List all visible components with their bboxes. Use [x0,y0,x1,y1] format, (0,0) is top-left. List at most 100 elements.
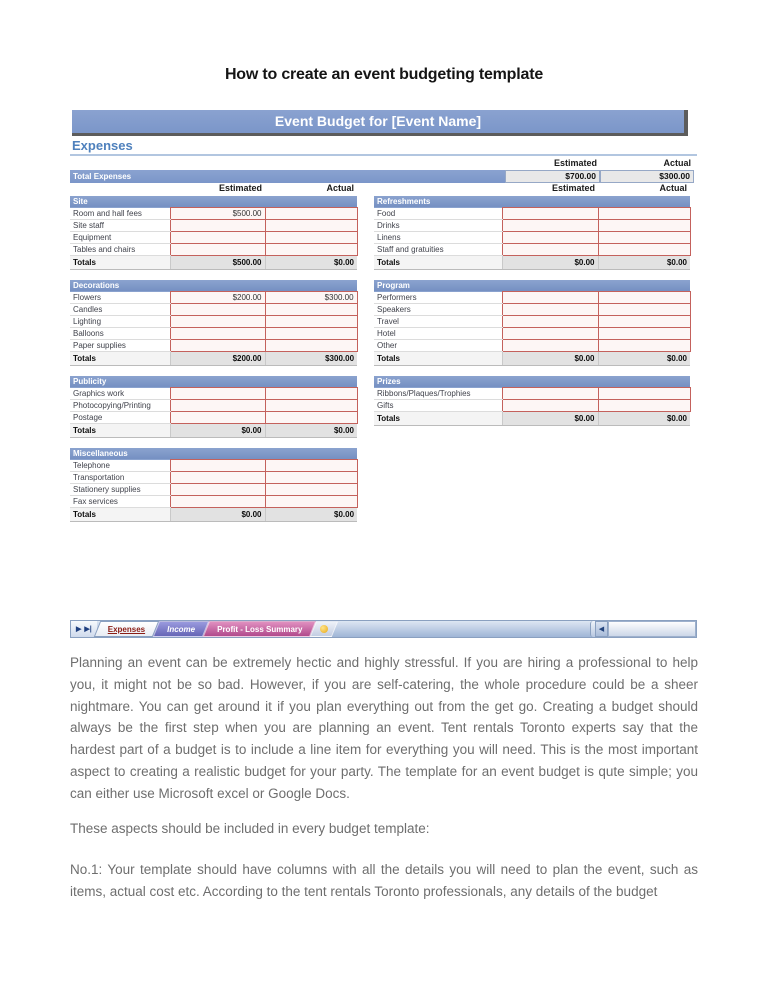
estimated-cell[interactable] [501,387,599,400]
totals-actual: $0.00 [264,507,358,522]
estimated-cell[interactable] [169,327,266,340]
actual-cell[interactable] [597,291,691,304]
table-row: Linens [374,231,691,244]
actual-cell[interactable] [264,219,358,232]
estimated-cell[interactable] [169,411,266,424]
tab-scroll-splitter[interactable] [590,621,595,637]
estimated-cell[interactable] [501,231,599,244]
actual-cell[interactable] [597,207,691,220]
actual-cell[interactable] [597,327,691,340]
row-label: Graphics work [70,387,170,400]
sheet-tab-profit-loss-summary[interactable]: Profit - Loss Summary [206,621,313,637]
estimated-cell[interactable] [501,339,599,352]
table-header-publicity: Publicity [70,376,358,388]
table-row: Ribbons/Plaques/Trophies [374,387,691,400]
sheet-nav-next-icon[interactable]: ▶ [76,626,82,633]
totals-estimated: $0.00 [501,255,598,270]
row-label: Fax services [70,495,170,508]
budget-table-refreshments: Refreshments Food Drinks Linens Staff [374,196,691,270]
estimated-cell[interactable] [169,483,266,496]
estimated-cell[interactable] [501,219,599,232]
actual-cell[interactable] [597,399,691,412]
row-label: Site staff [70,219,170,232]
actual-cell[interactable] [264,411,358,424]
actual-cell[interactable] [264,495,358,508]
estimated-cell[interactable] [501,243,599,256]
estimated-cell[interactable]: $500.00 [169,207,266,220]
estimated-column-header: Estimated [551,183,595,193]
actual-cell[interactable] [264,483,358,496]
estimated-cell[interactable] [501,399,599,412]
actual-cell[interactable] [597,243,691,256]
estimated-cell[interactable] [169,459,266,472]
left-table-column: Estimated Actual Site Room and hall fees… [70,183,358,522]
actual-cell[interactable] [264,339,358,352]
actual-column-header: Actual [663,158,691,168]
row-label: Transportation [70,471,170,484]
estimated-cell[interactable] [169,303,266,316]
estimated-cell[interactable] [501,315,599,328]
actual-cell[interactable] [264,459,358,472]
actual-cell[interactable] [264,315,358,328]
table-row: Lighting [70,315,358,328]
actual-cell[interactable] [264,207,358,220]
actual-cell[interactable] [264,243,358,256]
estimated-cell[interactable] [501,303,599,316]
actual-cell[interactable] [264,327,358,340]
table-row: Speakers [374,303,691,316]
totals-row: Totals $0.00 $0.00 [374,351,690,366]
actual-cell[interactable] [597,303,691,316]
actual-cell[interactable] [264,231,358,244]
actual-cell[interactable] [264,399,358,412]
sheet-nav-buttons: ▶ ▶| [71,621,97,637]
estimated-cell[interactable] [501,207,599,220]
estimated-cell[interactable] [169,315,266,328]
table-row: Telephone [70,459,358,472]
total-expenses-actual[interactable]: $300.00 [600,170,694,183]
estimated-cell[interactable]: $200.00 [169,291,266,304]
row-label: Telephone [70,459,170,472]
sheet-tab-income[interactable]: Income [156,621,206,637]
total-expenses-estimated[interactable]: $700.00 [505,170,600,183]
estimated-cell[interactable] [169,495,266,508]
actual-cell[interactable] [597,231,691,244]
estimated-column-header: Estimated [218,183,262,193]
sheet-tab-expenses[interactable]: Expenses [97,621,156,637]
estimated-cell[interactable] [169,243,266,256]
actual-cell[interactable] [597,219,691,232]
sheet-nav-last-icon[interactable]: ▶| [84,626,92,633]
totals-actual: $0.00 [264,255,357,270]
totals-estimated: $200.00 [169,351,265,366]
actual-cell[interactable] [264,303,358,316]
row-label: Candles [70,303,170,316]
estimated-cell[interactable] [169,387,266,400]
actual-cell[interactable] [264,387,358,400]
scroll-left-icon[interactable]: ◀ [595,621,608,637]
row-label: Paper supplies [70,339,170,352]
estimated-cell[interactable] [169,231,266,244]
estimated-cell[interactable] [501,291,599,304]
totals-estimated: $0.00 [169,507,265,522]
sheet-tab-label: Profit - Loss Summary [217,624,303,634]
scrollbar-track[interactable] [608,621,696,637]
table-row: Drinks [374,219,691,232]
actual-cell[interactable] [597,339,691,352]
insert-worksheet-tab[interactable] [313,621,335,637]
table-row: Graphics work [70,387,358,400]
actual-cell[interactable] [264,471,358,484]
table-row: Site staff [70,219,358,232]
actual-cell[interactable] [597,387,691,400]
estimated-cell[interactable] [501,327,599,340]
budget-table-program: Program Performers Speakers Travel Ho [374,280,691,366]
estimated-cell[interactable] [169,399,266,412]
actual-cell[interactable] [597,315,691,328]
estimated-cell[interactable] [169,339,266,352]
actual-cell[interactable]: $300.00 [264,291,358,304]
row-label: Lighting [70,315,170,328]
table-row: Travel [374,315,691,328]
table-header-prizes: Prizes [374,376,690,388]
total-expenses-row: Total Expenses $700.00 $300.00 [70,170,696,183]
estimated-cell[interactable] [169,471,266,484]
section-divider [70,154,697,156]
estimated-cell[interactable] [169,219,266,232]
